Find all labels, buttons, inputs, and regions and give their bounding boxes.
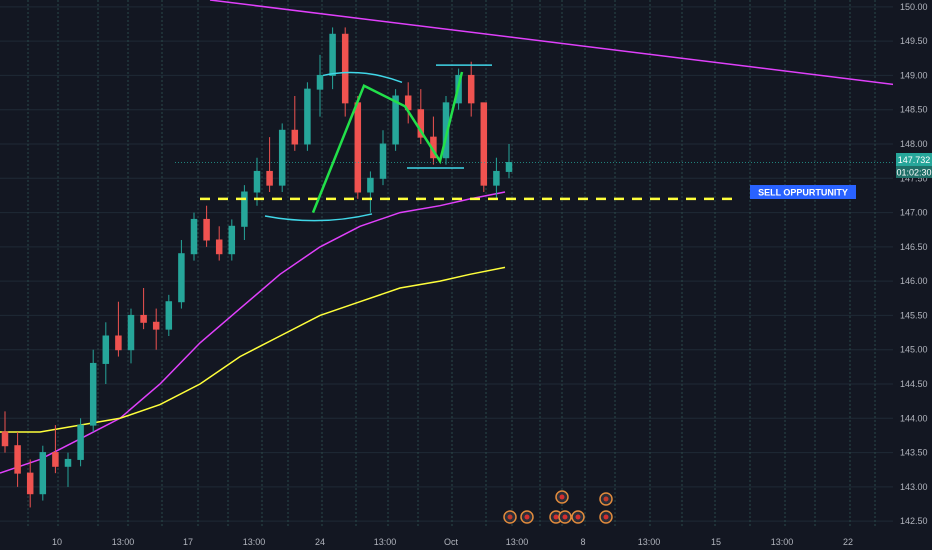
- time-tick-label: 24: [315, 537, 325, 547]
- candle-body: [1, 431, 9, 447]
- time-tick-label: 13:00: [638, 537, 661, 547]
- support-arc: [264, 213, 373, 222]
- price-tick-label: 145.50: [900, 310, 928, 320]
- ma-yellow-line: [0, 266, 506, 433]
- price-tick-label: 149.00: [900, 70, 928, 80]
- price-tick-label: 147.00: [900, 208, 928, 218]
- candle-body: [316, 74, 324, 90]
- countdown-tag: [896, 166, 932, 178]
- price-tick-label: 144.50: [900, 379, 928, 389]
- candle-body: [215, 239, 223, 255]
- candle-body: [354, 102, 362, 193]
- candle-body: [266, 170, 273, 186]
- candle-body: [89, 362, 97, 426]
- candle-body: [203, 218, 210, 241]
- time-axis[interactable]: 10 13:00 17 13:00 24 13:00 Oct 13:00 8 13:00 15 13:…: [0, 533, 893, 550]
- current-price-tag: [896, 153, 932, 166]
- drawing-tools: [175, 0, 932, 222]
- candle-body: [165, 301, 173, 330]
- price-tick-label: 143.00: [900, 482, 928, 492]
- candle-body: [480, 102, 488, 186]
- time-tick-label: 13:00: [771, 537, 794, 547]
- candle-body: [304, 88, 311, 145]
- candle-body: [39, 452, 47, 495]
- moving-averages: [0, 191, 506, 474]
- sell-label-box: [750, 185, 856, 199]
- price-tick-label: 143.50: [900, 448, 928, 458]
- candle-body: [329, 33, 336, 76]
- event-marker-dot: [524, 514, 530, 520]
- time-tick-label: Oct: [444, 537, 459, 547]
- candle-body: [127, 314, 135, 351]
- candle-body: [379, 143, 387, 179]
- candle-body: [241, 191, 248, 227]
- candle-body: [52, 452, 59, 467]
- trendline: [209, 0, 932, 90]
- time-tick-label: 15: [711, 537, 721, 547]
- candles: [1, 27, 513, 508]
- time-tick-label: 17: [183, 537, 193, 547]
- price-tick-label: 150.00: [900, 2, 928, 12]
- sell-label: SELL OPPURTUNITY: [758, 188, 848, 198]
- ma-magenta-line: [0, 191, 506, 474]
- price-tick-label: 146.00: [900, 276, 928, 286]
- price-axis[interactable]: 142.50 143.00 143.50 144.00 144.50 145.00 145.…: [893, 0, 932, 550]
- price-tick-label: 149.50: [900, 36, 928, 46]
- candle-body: [493, 170, 500, 186]
- time-axis-bg: [0, 533, 893, 550]
- time-tick-label: 13:00: [112, 537, 135, 547]
- candle-body: [367, 177, 374, 193]
- candle-body: [228, 225, 236, 255]
- price-tick-label: 148.00: [900, 139, 928, 149]
- time-tick-label: 13:00: [374, 537, 397, 547]
- time-tick-label: 8: [580, 537, 585, 547]
- candle-body: [178, 253, 185, 303]
- candle-body: [253, 170, 261, 193]
- event-markers[interactable]: [503, 490, 613, 524]
- event-marker-dot: [562, 514, 568, 520]
- resistance-arc: [322, 71, 403, 83]
- price-tick-label: 147.50: [900, 173, 928, 183]
- candle-body: [77, 424, 84, 460]
- candle-body: [102, 335, 110, 364]
- event-marker-dot: [603, 496, 609, 502]
- candle-body: [278, 129, 286, 186]
- price-axis-bg: [893, 0, 932, 550]
- pattern-zigzag: [311, 71, 464, 214]
- candle-body: [505, 162, 513, 172]
- candle-body: [190, 218, 198, 255]
- event-marker-dot: [507, 514, 513, 520]
- current-price-text: 147.732: [898, 155, 931, 165]
- time-tick-label: 13:00: [506, 537, 529, 547]
- candle-body: [341, 33, 349, 104]
- event-marker-dot: [603, 514, 609, 520]
- price-tick-label: 148.50: [900, 105, 928, 115]
- candle-body: [417, 109, 425, 138]
- candle-body: [26, 472, 34, 495]
- event-marker-dot: [559, 494, 565, 500]
- candle-body: [291, 129, 299, 145]
- event-marker-dot: [575, 514, 581, 520]
- candle-body: [115, 335, 122, 351]
- candle-body: [64, 458, 72, 467]
- countdown-text: 01:02:30: [896, 168, 931, 178]
- time-tick-label: 22: [843, 537, 853, 547]
- candle-body: [467, 74, 475, 104]
- price-tick-label: 144.00: [900, 413, 928, 423]
- candle-body: [14, 445, 21, 474]
- event-marker-dot: [553, 514, 559, 520]
- price-tick-label: 142.50: [900, 516, 928, 526]
- candle-body: [152, 321, 160, 330]
- chart-grid: [0, 0, 893, 528]
- time-tick-label: 13:00: [243, 537, 266, 547]
- price-tick-label: 145.00: [900, 345, 928, 355]
- candle-body: [140, 314, 147, 323]
- candle-body: [392, 95, 399, 145]
- price-tick-label: 146.50: [900, 242, 928, 252]
- time-tick-label: 10: [52, 537, 62, 547]
